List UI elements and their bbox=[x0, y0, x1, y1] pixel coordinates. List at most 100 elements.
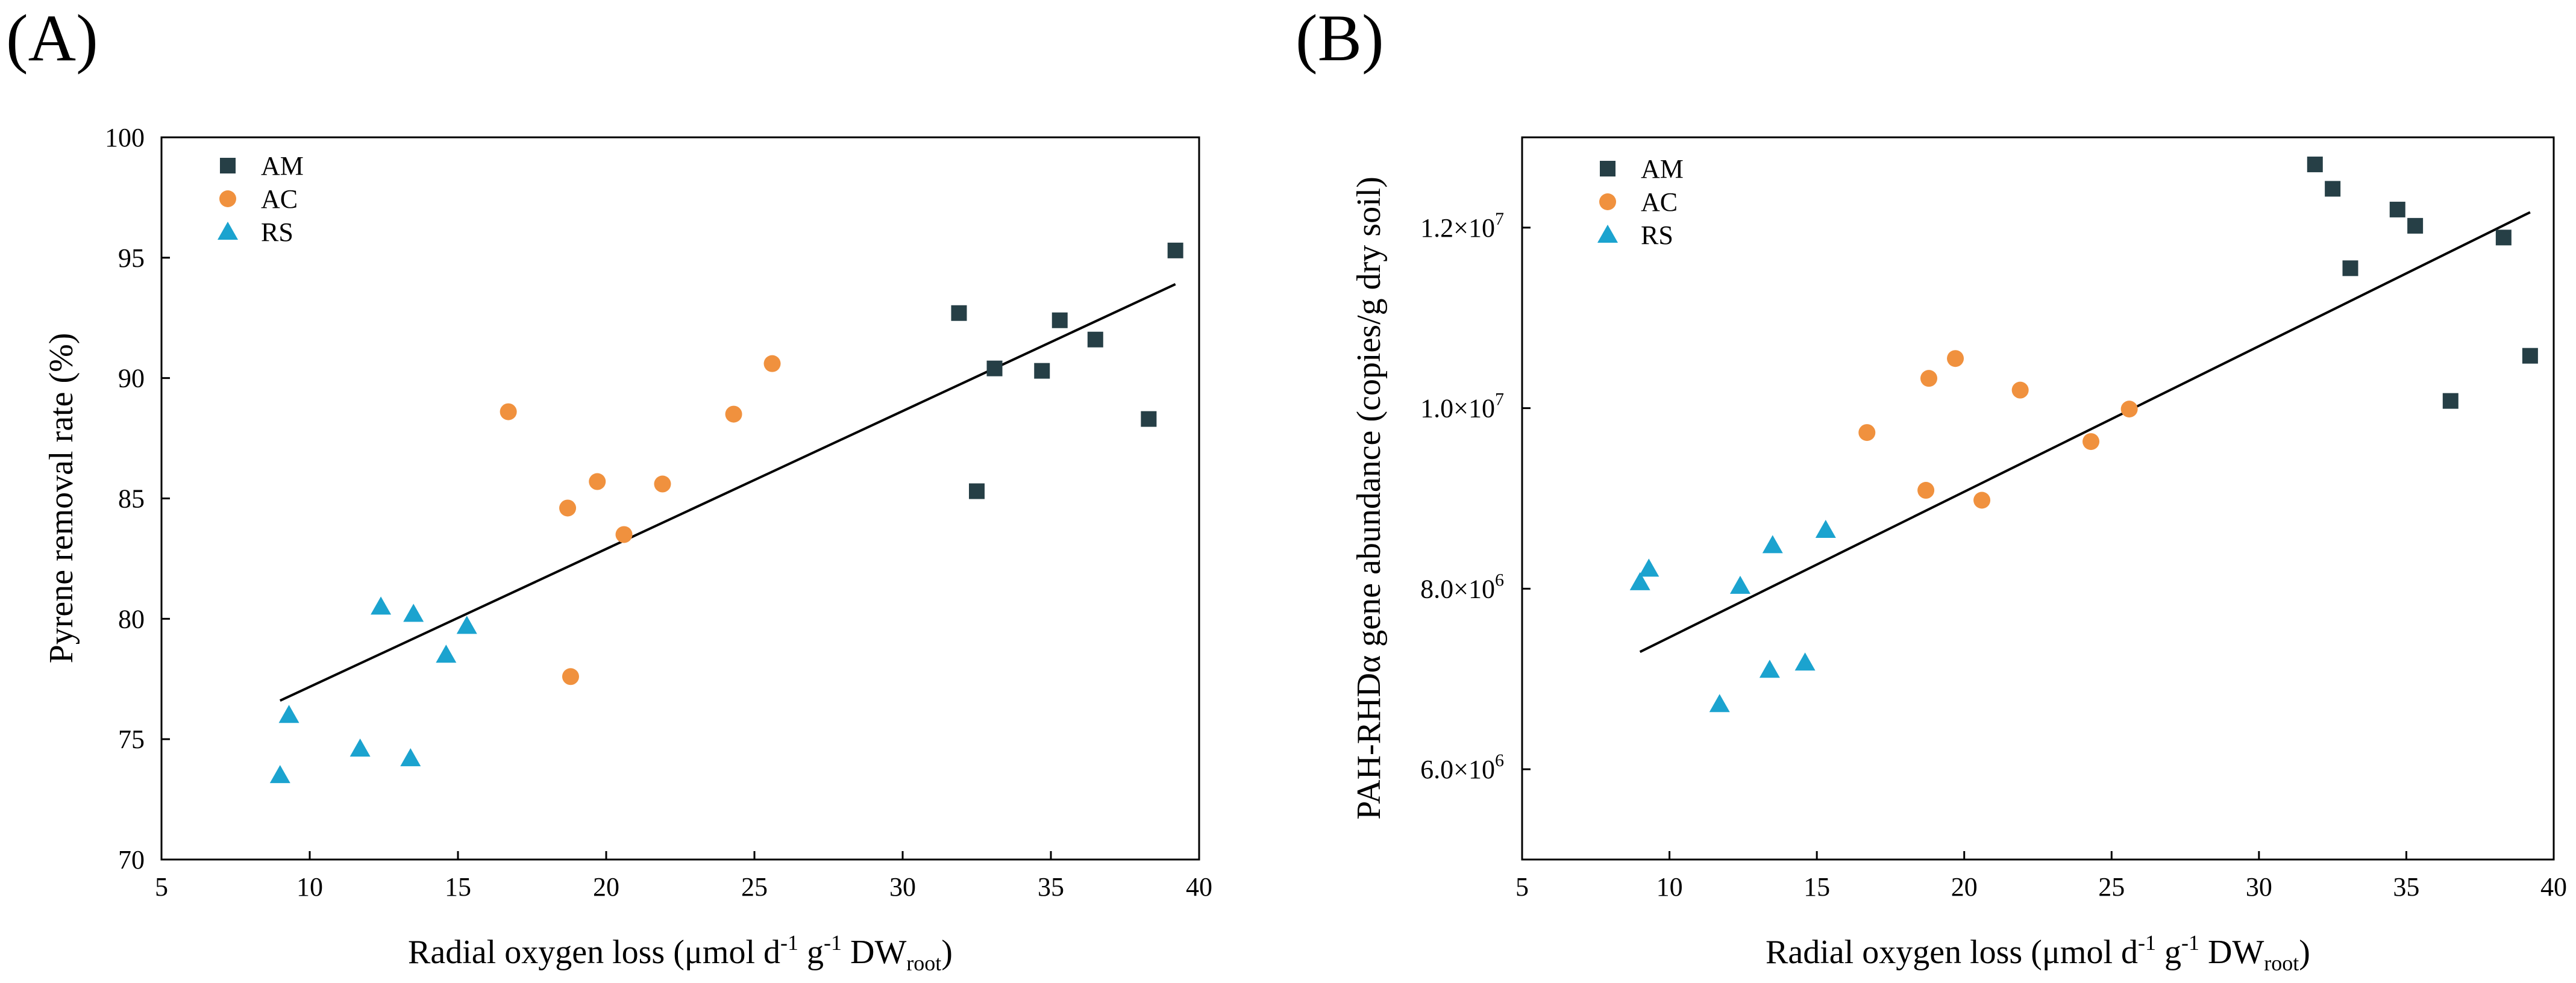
data-point-am bbox=[969, 483, 985, 499]
data-point-ac bbox=[500, 403, 517, 420]
data-point-ac bbox=[2120, 401, 2138, 418]
data-point-rs bbox=[1762, 535, 1783, 554]
series-rs bbox=[269, 596, 477, 784]
y-tick-label: 70 bbox=[118, 845, 145, 875]
y-tick-exponent: 6 bbox=[1495, 570, 1504, 590]
data-point-am bbox=[2307, 156, 2323, 172]
x-axis-title-close: ) bbox=[941, 934, 953, 971]
data-point-rs bbox=[436, 644, 457, 663]
y-tick-mantissa: 6.0×10 bbox=[1420, 755, 1495, 784]
data-point-am bbox=[951, 305, 967, 321]
data-point-rs bbox=[349, 738, 371, 757]
x-tick-label: 15 bbox=[1804, 872, 1830, 902]
series-am bbox=[2307, 156, 2538, 409]
data-point-ac bbox=[1947, 350, 1964, 367]
data-point-rs bbox=[1729, 575, 1750, 594]
data-point-am bbox=[1141, 411, 1157, 427]
data-point-am bbox=[2442, 393, 2458, 409]
x-axis-title-tail: DW bbox=[2199, 934, 2264, 971]
data-point-ac bbox=[1973, 492, 1991, 509]
data-point-am bbox=[2407, 217, 2424, 234]
x-tick-label: 20 bbox=[1951, 872, 1978, 902]
regression-line bbox=[1639, 211, 2531, 654]
y-tick-mantissa: 8.0×10 bbox=[1420, 574, 1495, 604]
y-tick-label: 95 bbox=[118, 243, 145, 273]
plot-frame bbox=[1521, 136, 2555, 861]
legend-label-am: AM bbox=[1641, 154, 1684, 184]
data-point-ac bbox=[1920, 370, 1938, 387]
y-tick-exponent: 6 bbox=[1495, 751, 1504, 770]
data-point-am bbox=[2495, 229, 2512, 246]
y-axis-title: Pyrene removal rate (%) bbox=[43, 333, 80, 664]
legend-label-rs: RS bbox=[1641, 220, 1673, 250]
x-axis-title-sup: -1 bbox=[2138, 931, 2156, 955]
y-tick-exponent: 7 bbox=[1495, 209, 1504, 229]
y-tick-label: 6.0×106 bbox=[1420, 751, 1504, 784]
x-axis-title-main: Radial oxygen loss (μmol d bbox=[408, 934, 780, 971]
y-tick-label: 80 bbox=[118, 604, 145, 634]
plot-frame bbox=[160, 136, 1200, 861]
legend-label-am: AM bbox=[261, 151, 304, 181]
data-point-am bbox=[986, 360, 1003, 376]
legend-marker-am bbox=[220, 158, 236, 173]
data-point-rs bbox=[1629, 572, 1650, 590]
data-point-rs bbox=[1759, 660, 1780, 678]
series-ac bbox=[1858, 350, 2138, 509]
data-point-rs bbox=[1794, 652, 1816, 671]
series-rs bbox=[1629, 519, 1836, 713]
data-point-rs bbox=[1638, 558, 1659, 577]
legend-marker-ac bbox=[219, 190, 236, 207]
data-point-rs bbox=[269, 765, 290, 784]
series-am bbox=[951, 242, 1183, 499]
x-tick-label: 20 bbox=[593, 872, 619, 902]
x-tick-label: 25 bbox=[741, 872, 768, 902]
data-point-ac bbox=[654, 475, 671, 493]
data-point-rs bbox=[1709, 694, 1730, 713]
data-point-am bbox=[1167, 242, 1183, 258]
data-point-ac bbox=[589, 473, 606, 490]
x-tick-label: 30 bbox=[2246, 872, 2272, 902]
x-axis-title-mid: g bbox=[2156, 934, 2181, 971]
y-tick-label: 1.2×107 bbox=[1420, 209, 1504, 243]
y-tick-label: 1.0×107 bbox=[1420, 390, 1504, 423]
y-tick-label: 75 bbox=[118, 725, 145, 754]
data-point-am bbox=[2342, 260, 2358, 276]
y-tick-label: 90 bbox=[118, 364, 145, 393]
legend-marker-rs bbox=[218, 222, 238, 240]
x-tick-label: 40 bbox=[2540, 872, 2567, 902]
data-point-am bbox=[1051, 312, 1068, 328]
data-point-am bbox=[2325, 181, 2341, 197]
x-axis-title: Radial oxygen loss (μmol d-1 g-1 DWroot) bbox=[1766, 931, 2310, 975]
y-tick-label: 100 bbox=[105, 123, 145, 152]
x-axis-title-sup: -1 bbox=[2181, 931, 2199, 955]
y-tick-mantissa: 1.0×10 bbox=[1420, 394, 1495, 423]
data-point-ac bbox=[562, 668, 579, 685]
data-point-am bbox=[2389, 201, 2405, 217]
data-point-am bbox=[1087, 331, 1103, 348]
y-tick-label: 85 bbox=[118, 484, 145, 514]
data-point-rs bbox=[1815, 519, 1836, 538]
x-axis-title-tail: DW bbox=[842, 934, 906, 971]
data-point-ac bbox=[725, 405, 742, 423]
y-tick-mantissa: 1.2×10 bbox=[1420, 213, 1495, 243]
y-axis-title: PAH-RHDα gene abundance (copies/g dry so… bbox=[1350, 176, 1388, 820]
data-point-ac bbox=[2011, 381, 2029, 399]
y-tick-label: 8.0×106 bbox=[1420, 570, 1504, 604]
panel-a: (A) 5 10 15 20 25 30 35 40 70 75 80 85 90 95 100 Radial … bbox=[6, 1, 1212, 975]
x-tick-label: 30 bbox=[889, 872, 916, 902]
x-axis-title-sub: root bbox=[2264, 951, 2299, 975]
x-axis-title: Radial oxygen loss (μmol d-1 g-1 DWroot) bbox=[408, 931, 953, 975]
x-axis-title-sub: root bbox=[906, 951, 941, 975]
data-point-ac bbox=[1858, 424, 1876, 442]
x-axis-title-close: ) bbox=[2299, 934, 2310, 971]
y-tick-exponent: 7 bbox=[1495, 390, 1504, 410]
x-axis-title-sup: -1 bbox=[824, 931, 842, 955]
x-tick-label: 5 bbox=[1515, 872, 1529, 902]
data-point-ac bbox=[615, 526, 633, 543]
data-point-rs bbox=[400, 748, 421, 767]
x-tick-label: 35 bbox=[1038, 872, 1064, 902]
data-point-ac bbox=[2082, 433, 2100, 451]
